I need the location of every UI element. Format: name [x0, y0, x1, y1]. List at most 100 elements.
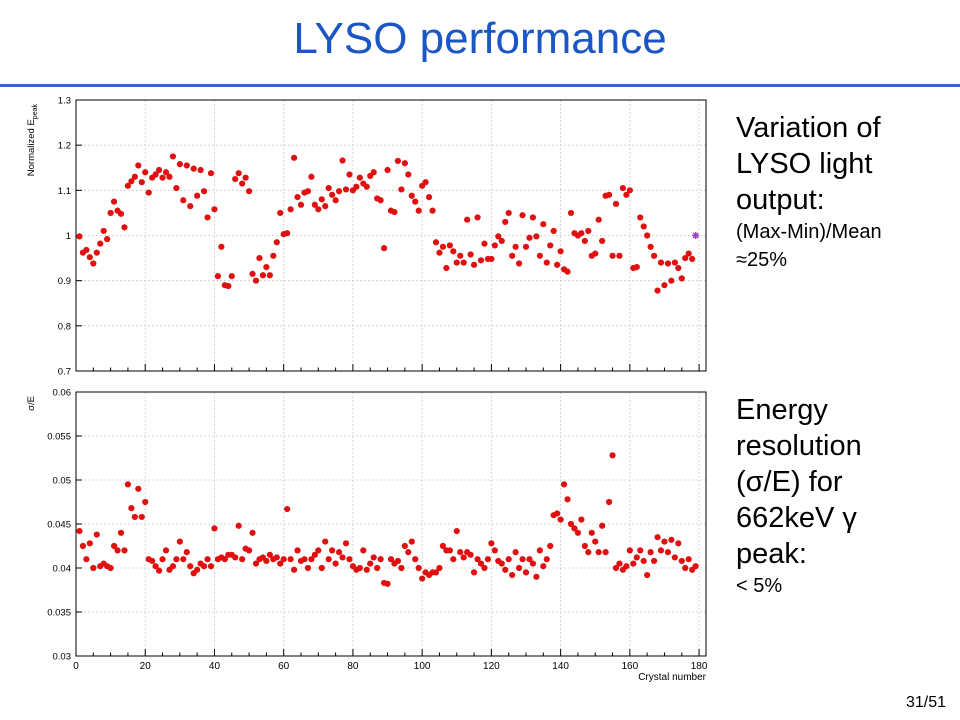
data-point: [97, 240, 104, 247]
data-point: [616, 560, 623, 567]
data-point: [560, 481, 568, 488]
data-point: [536, 252, 543, 259]
data-point: [384, 166, 391, 174]
data-point: [429, 207, 436, 214]
data-point: [90, 260, 97, 267]
side-note-detail: (Max-Min)/Mean: [736, 221, 882, 243]
x-tick-label: 100: [414, 661, 431, 672]
data-point: [616, 252, 623, 259]
data-point: [398, 564, 405, 572]
data-point: [249, 529, 256, 536]
data-point: [623, 191, 630, 198]
y-tick-label: 0.045: [47, 520, 71, 531]
data-point: [522, 243, 530, 250]
data-point: [457, 252, 464, 259]
data-point: [668, 536, 675, 543]
data-point: [152, 171, 159, 178]
y-tick-label: 0.03: [53, 652, 72, 663]
data-point: [380, 245, 388, 252]
data-point: [599, 237, 606, 245]
data-point: [522, 569, 530, 576]
data-point: [581, 237, 588, 245]
data-point: [387, 556, 395, 563]
data-point: [554, 510, 561, 517]
data-point: [567, 520, 575, 528]
data-point: [595, 549, 602, 556]
data-point: [678, 557, 685, 565]
data-point: [263, 264, 270, 271]
data-point: [329, 547, 336, 554]
data-point: [232, 175, 239, 183]
data-point: [394, 557, 402, 565]
data-point: [474, 556, 481, 563]
y-tick-label: 1.2: [58, 141, 71, 152]
data-point: [173, 556, 180, 563]
data-point: [640, 223, 647, 230]
data-point: [408, 538, 415, 545]
data-point: [360, 547, 367, 554]
data-point: [401, 160, 408, 167]
data-point: [619, 184, 627, 192]
data-point: [79, 542, 87, 550]
data-point: [415, 207, 422, 214]
y-tick-label: 1.3: [58, 96, 71, 107]
data-point: [512, 549, 519, 556]
data-point: [280, 556, 287, 563]
data-point: [342, 186, 350, 193]
x-tick-label: 80: [347, 661, 359, 672]
y-tick-label: 1.1: [58, 186, 71, 197]
data-point: [318, 196, 325, 203]
data-point: [602, 549, 609, 556]
side-note-detail: < 5%: [736, 575, 783, 597]
data-point: [322, 203, 329, 210]
data-point: [346, 171, 353, 178]
data-point: [685, 250, 692, 257]
data-point: [325, 184, 332, 192]
data-point: [346, 556, 353, 563]
data-point: [232, 554, 239, 561]
data-point: [263, 557, 270, 565]
x-tick-label: 120: [483, 661, 500, 672]
data-point: [394, 157, 402, 165]
side-note-energy-resolution: Energy resolution (σ/E) for 662keV γ pea…: [736, 392, 862, 600]
data-point: [661, 538, 668, 545]
data-point: [657, 547, 665, 554]
data-point: [664, 260, 672, 267]
data-point: [526, 234, 533, 241]
data-point: [138, 513, 145, 521]
data-point: [692, 563, 699, 570]
data-point: [363, 183, 370, 190]
data-point: [339, 157, 346, 164]
y-tick-label: 0.05: [53, 476, 72, 487]
side-note-line: 662keV γ: [736, 502, 857, 534]
data-point: [138, 179, 145, 186]
data-point: [200, 188, 208, 195]
data-point: [107, 209, 114, 217]
data-point: [131, 173, 138, 180]
data-point: [557, 248, 564, 255]
data-point: [152, 563, 159, 570]
data-point: [491, 242, 498, 249]
data-point: [104, 236, 111, 243]
data-point: [135, 162, 142, 169]
data-point: [377, 197, 384, 204]
data-point: [557, 516, 564, 523]
data-point: [76, 527, 83, 535]
data-point: [574, 529, 582, 536]
data-point: [647, 549, 654, 556]
data-point: [83, 556, 90, 563]
data-point: [180, 197, 187, 204]
data-point: [464, 216, 471, 223]
data-point: [297, 201, 305, 208]
data-point: [422, 179, 429, 186]
plot-frame: [75, 391, 707, 657]
x-tick-label: 160: [622, 661, 639, 672]
y-tick-label: 0.9: [58, 276, 71, 287]
data-point: [322, 538, 329, 545]
data-point: [242, 174, 249, 181]
data-point: [515, 564, 523, 572]
data-point: [495, 233, 502, 240]
data-point: [197, 166, 204, 174]
data-point: [481, 240, 488, 247]
data-point: [505, 209, 512, 217]
